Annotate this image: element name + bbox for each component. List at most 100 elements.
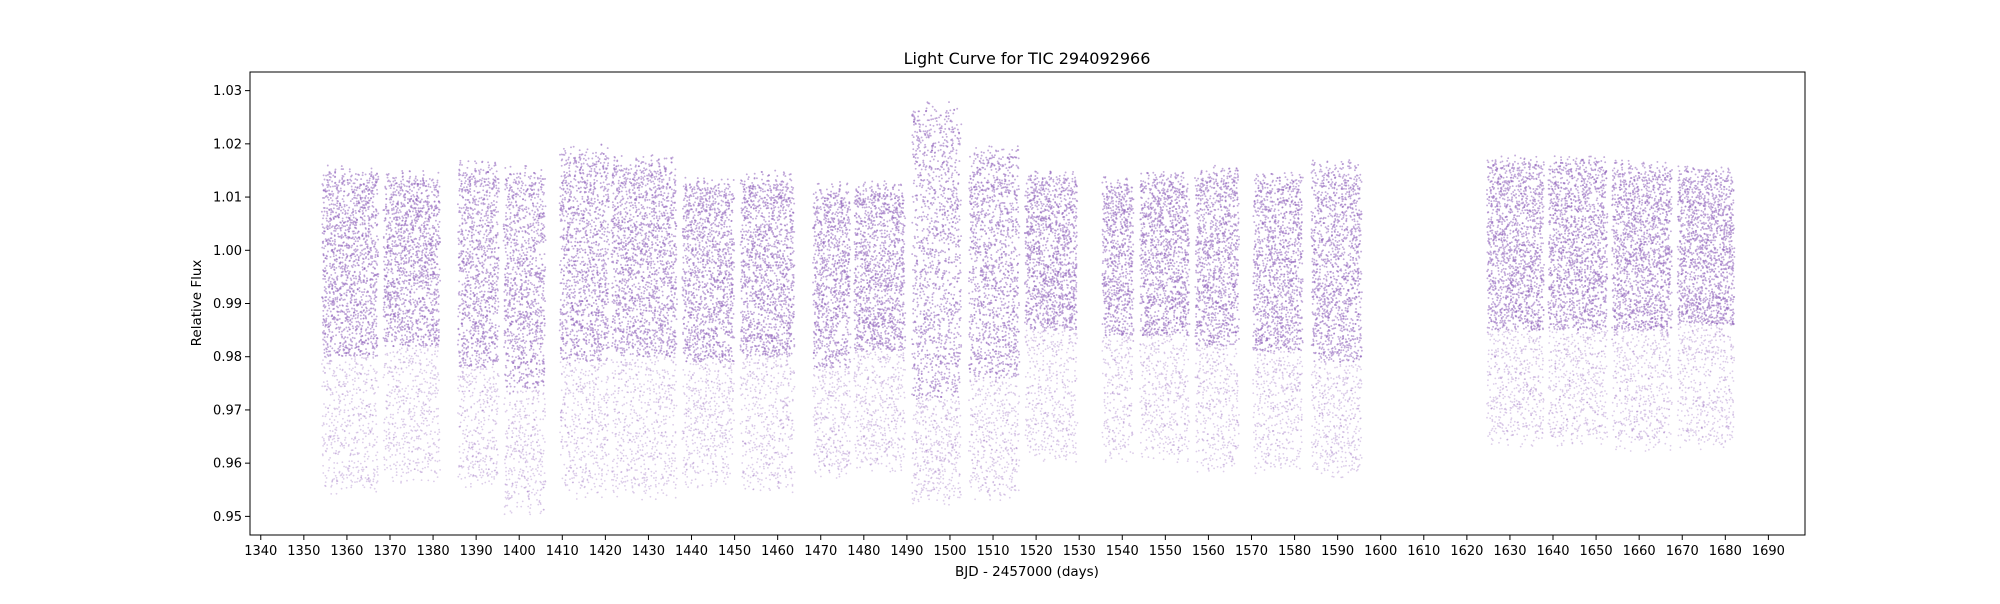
data-point xyxy=(335,375,337,377)
data-point xyxy=(333,269,335,271)
data-point xyxy=(388,442,390,444)
data-point xyxy=(459,160,461,162)
data-point xyxy=(342,418,344,420)
data-point xyxy=(396,209,398,211)
data-point xyxy=(394,432,396,434)
data-point xyxy=(469,319,471,321)
data-point xyxy=(466,425,468,427)
data-point xyxy=(411,256,413,258)
data-point xyxy=(393,184,395,186)
data-point xyxy=(365,477,367,479)
data-point xyxy=(374,275,376,277)
data-point xyxy=(361,217,363,219)
data-point xyxy=(371,307,373,309)
data-point xyxy=(432,225,434,227)
data-point xyxy=(363,353,365,355)
data-point xyxy=(434,353,436,355)
data-point xyxy=(438,311,440,313)
data-point xyxy=(377,178,379,180)
data-point xyxy=(329,350,331,352)
data-point xyxy=(403,399,405,401)
data-point xyxy=(438,303,440,305)
data-point xyxy=(470,330,472,332)
data-point xyxy=(362,484,364,486)
data-point xyxy=(393,177,395,179)
data-point xyxy=(413,460,415,462)
data-point xyxy=(389,301,391,303)
data-point xyxy=(353,315,355,317)
data-point xyxy=(338,399,340,401)
data-point xyxy=(371,379,373,381)
data-point xyxy=(367,197,369,199)
data-point xyxy=(329,430,331,432)
data-point xyxy=(469,244,471,246)
data-point xyxy=(323,352,325,354)
data-point xyxy=(384,458,386,460)
data-point xyxy=(349,168,351,170)
data-point xyxy=(429,377,431,379)
data-point xyxy=(368,370,370,372)
data-point xyxy=(404,334,406,336)
data-point xyxy=(337,352,339,354)
data-point xyxy=(429,277,431,279)
data-point xyxy=(422,461,424,463)
data-point xyxy=(408,450,410,452)
data-point xyxy=(344,269,346,271)
data-point xyxy=(341,177,343,179)
data-point xyxy=(373,329,375,331)
data-point xyxy=(345,355,347,357)
data-point xyxy=(401,341,403,343)
data-point xyxy=(367,291,369,293)
data-point xyxy=(383,306,385,308)
data-point xyxy=(340,425,342,427)
data-point xyxy=(410,304,412,306)
data-point xyxy=(350,314,352,316)
data-point xyxy=(432,267,434,269)
data-point xyxy=(404,390,406,392)
data-point xyxy=(360,199,362,201)
data-point xyxy=(376,193,378,195)
data-point xyxy=(362,222,364,224)
data-point xyxy=(370,286,372,288)
data-point xyxy=(434,393,436,395)
data-point xyxy=(330,486,332,488)
data-point xyxy=(328,190,330,192)
data-point xyxy=(431,319,433,321)
data-point xyxy=(368,373,370,375)
data-point xyxy=(377,239,379,241)
data-point xyxy=(348,344,350,346)
data-point xyxy=(463,393,465,395)
data-point xyxy=(418,247,420,249)
data-point xyxy=(350,425,352,427)
data-point xyxy=(462,386,464,388)
data-point xyxy=(421,254,423,256)
data-point xyxy=(388,445,390,447)
data-point xyxy=(366,280,368,282)
data-point xyxy=(385,289,387,291)
data-point xyxy=(390,255,392,257)
data-point xyxy=(377,176,379,178)
data-point xyxy=(377,474,379,476)
data-point xyxy=(335,387,337,389)
data-point xyxy=(425,236,427,238)
data-point xyxy=(436,338,438,340)
data-point xyxy=(390,253,392,255)
data-point xyxy=(400,328,402,330)
data-point xyxy=(434,444,436,446)
data-point xyxy=(417,458,419,460)
data-point xyxy=(438,329,440,331)
data-point xyxy=(463,358,465,360)
data-point xyxy=(390,194,392,196)
data-point xyxy=(399,313,401,315)
data-point xyxy=(357,317,359,319)
data-point xyxy=(353,439,355,441)
data-point xyxy=(397,245,399,247)
data-point xyxy=(457,315,459,317)
data-point xyxy=(372,446,374,448)
data-point xyxy=(359,354,361,356)
data-point xyxy=(392,329,394,331)
data-point xyxy=(423,174,425,176)
data-point xyxy=(400,255,402,257)
data-point xyxy=(431,363,433,365)
data-point xyxy=(324,286,326,288)
